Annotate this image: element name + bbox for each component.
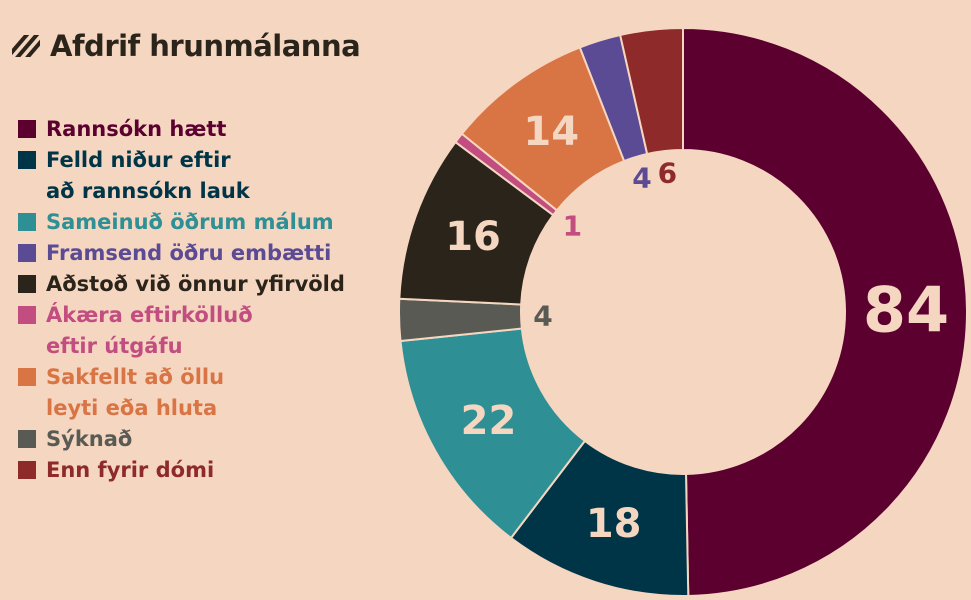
legend-label: Framsend öðru embætti: [46, 241, 332, 265]
data-label: 1: [563, 210, 582, 243]
data-label: 4: [632, 162, 651, 195]
data-label: 22: [461, 398, 517, 444]
legend-swatch: [18, 306, 36, 324]
legend-item: Rannsókn hætt: [18, 114, 388, 145]
legend-swatch: [18, 213, 36, 231]
title-block: Afdrif hrunmálanna: [12, 26, 361, 66]
data-label: 84: [863, 273, 949, 346]
legend-swatch: [18, 368, 36, 386]
legend-swatch: [18, 120, 36, 138]
legend-label: Enn fyrir dómi: [46, 458, 215, 482]
legend-item: Sýknað: [18, 424, 388, 455]
legend-item: Sameinuð öðrum málum: [18, 207, 388, 238]
data-label: 18: [586, 501, 642, 547]
legend-label: Felld niður eftir að rannsókn lauk: [46, 148, 250, 203]
legend-label: Sameinuð öðrum málum: [46, 210, 334, 234]
legend-item: Aðstoð við önnur yfirvöld: [18, 269, 388, 300]
data-label: 16: [445, 214, 501, 260]
legend-label: Rannsókn hætt: [46, 117, 227, 141]
title-icon: [12, 35, 40, 57]
legend-label: Sýknað: [46, 427, 133, 451]
legend-item: Felld niður eftir að rannsókn lauk: [18, 145, 388, 207]
legend-item: Sakfellt að öllu leyti eða hluta: [18, 362, 388, 424]
legend: Rannsókn hætt Felld niður eftir að rannsó…: [18, 114, 388, 486]
legend-label: Sakfellt að öllu leyti eða hluta: [46, 365, 225, 420]
chart-title: Afdrif hrunmálanna: [50, 29, 361, 63]
legend-item: Framsend öðru embætti: [18, 238, 388, 269]
donut-segment: [618, 26, 684, 156]
data-label: 14: [523, 109, 579, 155]
legend-swatch: [18, 275, 36, 293]
legend-item: Ákæra eftirkölluð eftir útgáfu: [18, 300, 388, 362]
legend-swatch: [18, 461, 36, 479]
legend-label: Ákæra eftirkölluð eftir útgáfu: [46, 303, 253, 358]
legend-swatch: [18, 151, 36, 169]
data-label: 6: [658, 156, 677, 189]
legend-item: Enn fyrir dómi: [18, 455, 388, 486]
legend-label: Aðstoð við önnur yfirvöld: [46, 272, 345, 296]
data-label: 4: [533, 299, 552, 332]
legend-swatch: [18, 244, 36, 262]
legend-swatch: [18, 430, 36, 448]
donut-segment: [682, 26, 968, 597]
